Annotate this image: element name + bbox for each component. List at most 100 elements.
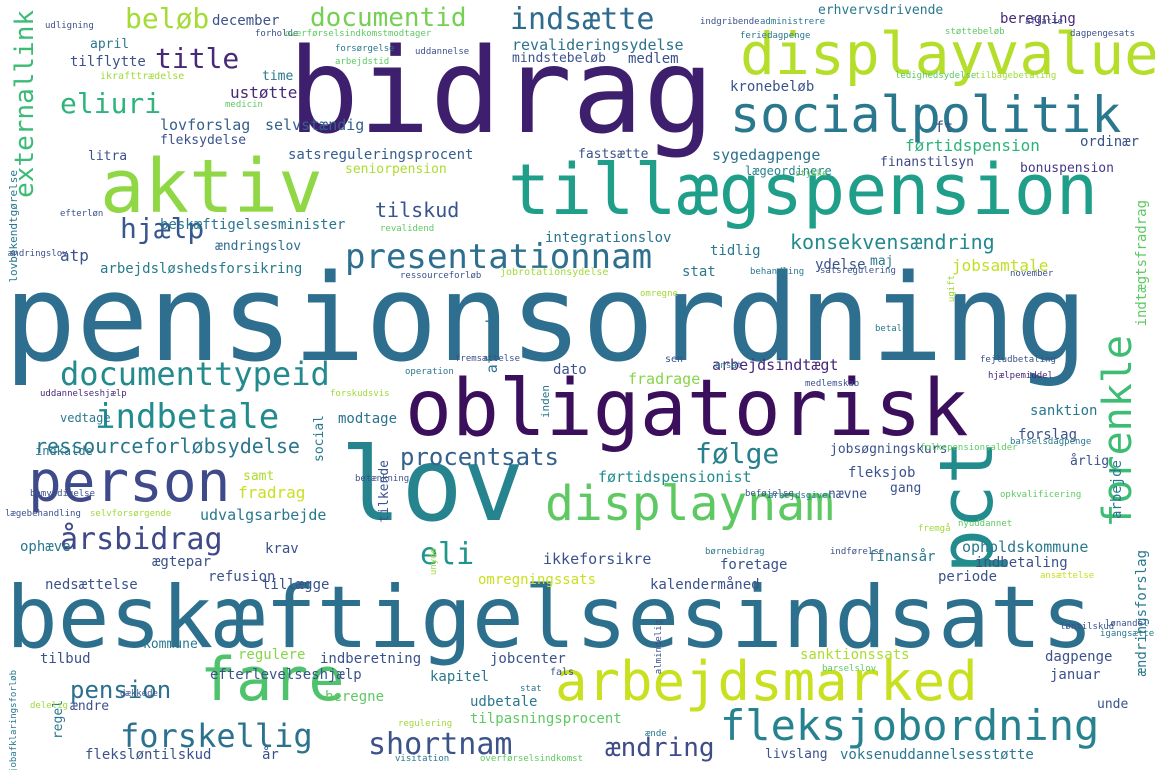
cloud-word: social: [312, 415, 327, 462]
cloud-word: bemyndigelse: [30, 489, 96, 499]
cloud-word: ikrafttrædelse: [100, 71, 185, 82]
cloud-word: indkalde: [35, 444, 93, 458]
cloud-word: stat: [520, 684, 542, 694]
cloud-word: nedsættelse: [45, 577, 138, 593]
cloud-word: forskellig: [120, 717, 313, 755]
cloud-word: medicin: [225, 100, 263, 110]
cloud-word: periode: [938, 569, 998, 585]
cloud-word: barselslov: [822, 664, 877, 674]
cloud-word: time: [262, 69, 294, 84]
cloud-word: fradrage: [628, 370, 701, 388]
cloud-word: ægtepar: [152, 554, 212, 570]
cloud-word: udbetale: [470, 694, 538, 710]
cloud-word: april: [90, 37, 130, 52]
cloud-word: operation: [405, 367, 454, 377]
cloud-word: lovforslag: [160, 116, 251, 134]
cloud-word: documentid: [310, 3, 467, 33]
cloud-word: stykke: [795, 169, 828, 179]
cloud-word: administrere: [760, 17, 826, 27]
cloud-word: arbejdstid: [335, 57, 390, 67]
cloud-word: indtægtsfradrag: [1134, 200, 1150, 327]
cloud-word: kapitel: [430, 669, 490, 685]
cloud-word: aktiv: [100, 144, 323, 230]
cloud-word: ydelse: [815, 257, 866, 273]
cloud-word: jobsamtale: [952, 256, 1049, 275]
cloud-word: uddannelseshjælp: [40, 389, 127, 399]
cloud-word: lønandel: [1105, 619, 1149, 629]
cloud-word: jobrotationsydelse: [500, 267, 609, 278]
cloud-word: inden: [539, 385, 552, 419]
cloud-word: folkepensionsalder: [920, 443, 1018, 453]
cloud-word: unde: [1097, 697, 1129, 712]
cloud-word: ustøtte: [230, 83, 298, 102]
cloud-word: satsregulering: [820, 266, 896, 276]
cloud-word: hjælp: [120, 212, 205, 245]
cloud-word: konsekvensændring: [790, 230, 995, 254]
cloud-word: forslag: [1018, 427, 1078, 443]
cloud-word: procentsats: [400, 443, 559, 471]
cloud-word: ikkeforsikre: [543, 550, 652, 568]
cloud-word: unyde: [429, 548, 439, 576]
cloud-word: forsørgelse: [335, 44, 395, 54]
cloud-word: bonuspension: [1020, 161, 1114, 176]
cloud-word: tillægspension: [508, 149, 1099, 231]
cloud-word: igangsætte: [1100, 629, 1155, 639]
cloud-word: omregningssats: [478, 572, 597, 588]
cloud-word: fremsættelse: [455, 354, 521, 364]
cloud-word: samt: [243, 469, 275, 484]
cloud-word: omregne: [640, 289, 678, 299]
cloud-word: shortnam: [368, 727, 513, 762]
cloud-word: pension: [70, 676, 172, 704]
cloud-word: ændringslov: [8, 249, 68, 259]
cloud-word: beskæftigelsesminister: [160, 217, 346, 233]
cloud-word: fleksløntilskud: [85, 747, 212, 763]
cloud-word: displaynam: [545, 476, 834, 532]
cloud-word: litra: [88, 149, 128, 164]
cloud-word: ordinær: [1080, 134, 1140, 150]
cloud-word: ressourceforløbsydelse: [35, 434, 300, 458]
cloud-word: indberetning: [320, 651, 422, 667]
cloud-word: fleksjobordning: [720, 701, 1100, 750]
cloud-word: tilbud: [40, 651, 91, 667]
cloud-word: beskæftigelsesindsats: [6, 568, 1094, 668]
cloud-word: revalidend: [380, 224, 435, 234]
cloud-word: fastsætte: [578, 147, 649, 162]
cloud-word: selvstændig: [265, 116, 365, 134]
cloud-word: beføjelse: [745, 489, 794, 499]
cloud-word: jobafklaringsforløb: [9, 670, 19, 770]
cloud-word: title: [155, 42, 240, 75]
cloud-word: dato: [553, 362, 587, 378]
cloud-word: krav: [265, 541, 299, 557]
cloud-word: ugift: [947, 275, 957, 303]
cloud-word: ændring: [605, 733, 715, 763]
cloud-word: tilskud: [375, 198, 460, 222]
cloud-word: refusion: [208, 569, 276, 585]
cloud-word: dagpenge: [1045, 649, 1113, 665]
cloud-word: delelig: [30, 701, 68, 711]
cloud-word: fals: [550, 667, 575, 678]
cloud-word: ansat: [715, 361, 743, 371]
cloud-word: overførselsindkomstmodtager: [285, 29, 432, 39]
cloud-word: nyuddannet: [958, 519, 1013, 529]
cloud-word: arbejdsmarked: [555, 650, 978, 713]
cloud-word: beregne: [325, 689, 385, 705]
cloud-word: barselsdagpenge: [1010, 437, 1092, 447]
cloud-word: finansår: [868, 549, 936, 565]
cloud-word: hjælpemiddel: [988, 371, 1054, 381]
cloud-word: lovbekendtgørelse: [7, 170, 20, 283]
cloud-word: regulere: [238, 647, 306, 663]
cloud-word: behandling: [750, 267, 805, 277]
cloud-word: lægeordinere: [745, 164, 832, 178]
cloud-word: beløb: [125, 2, 210, 35]
cloud-word: bidrag: [288, 22, 715, 160]
cloud-word: foretage: [720, 557, 788, 573]
cloud-word: november: [1010, 269, 1054, 279]
cloud-word: overførselsindkomst: [480, 754, 583, 764]
cloud-word: tilflytte: [70, 54, 146, 70]
cloud-word: tilpasningsprocent: [470, 711, 622, 727]
cloud-word: løntilskud: [1060, 622, 1115, 632]
cloud-word: indsætte: [510, 2, 655, 37]
cloud-word: stat: [682, 264, 716, 280]
cloud-word: beregning: [1000, 11, 1076, 27]
cloud-word: almindelig: [654, 620, 664, 675]
